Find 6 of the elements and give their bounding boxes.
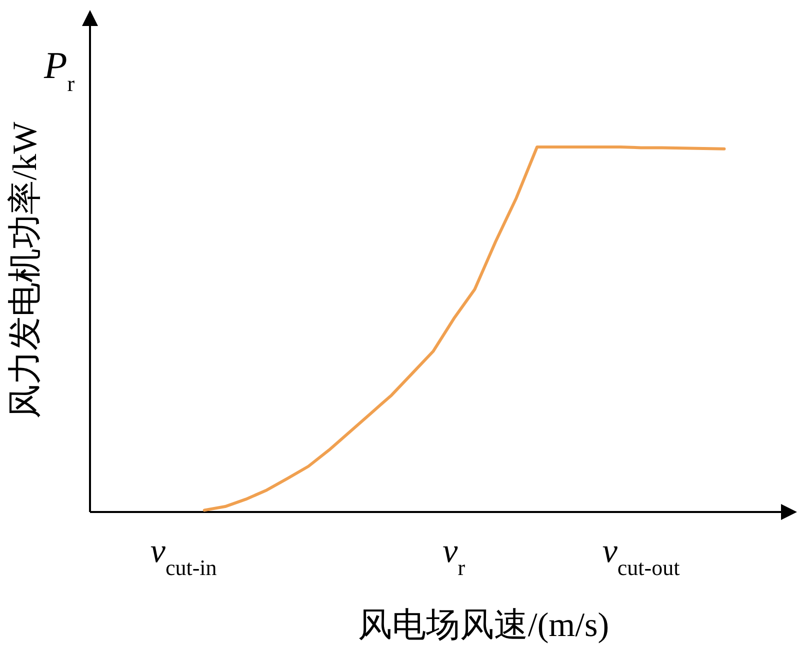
x-tick-label: v$_{cut-out}$ — [602, 533, 680, 580]
x-axis-title: 风电场风速/(m/s) — [358, 607, 610, 644]
y-axis-title: 风力发电机功率/kW — [7, 120, 44, 418]
text: P$_{r}$ — [43, 45, 76, 96]
x-tick-label: v$_{r}$ — [442, 533, 466, 580]
x-tick-label: v$_{cut-in}$ — [150, 533, 217, 580]
